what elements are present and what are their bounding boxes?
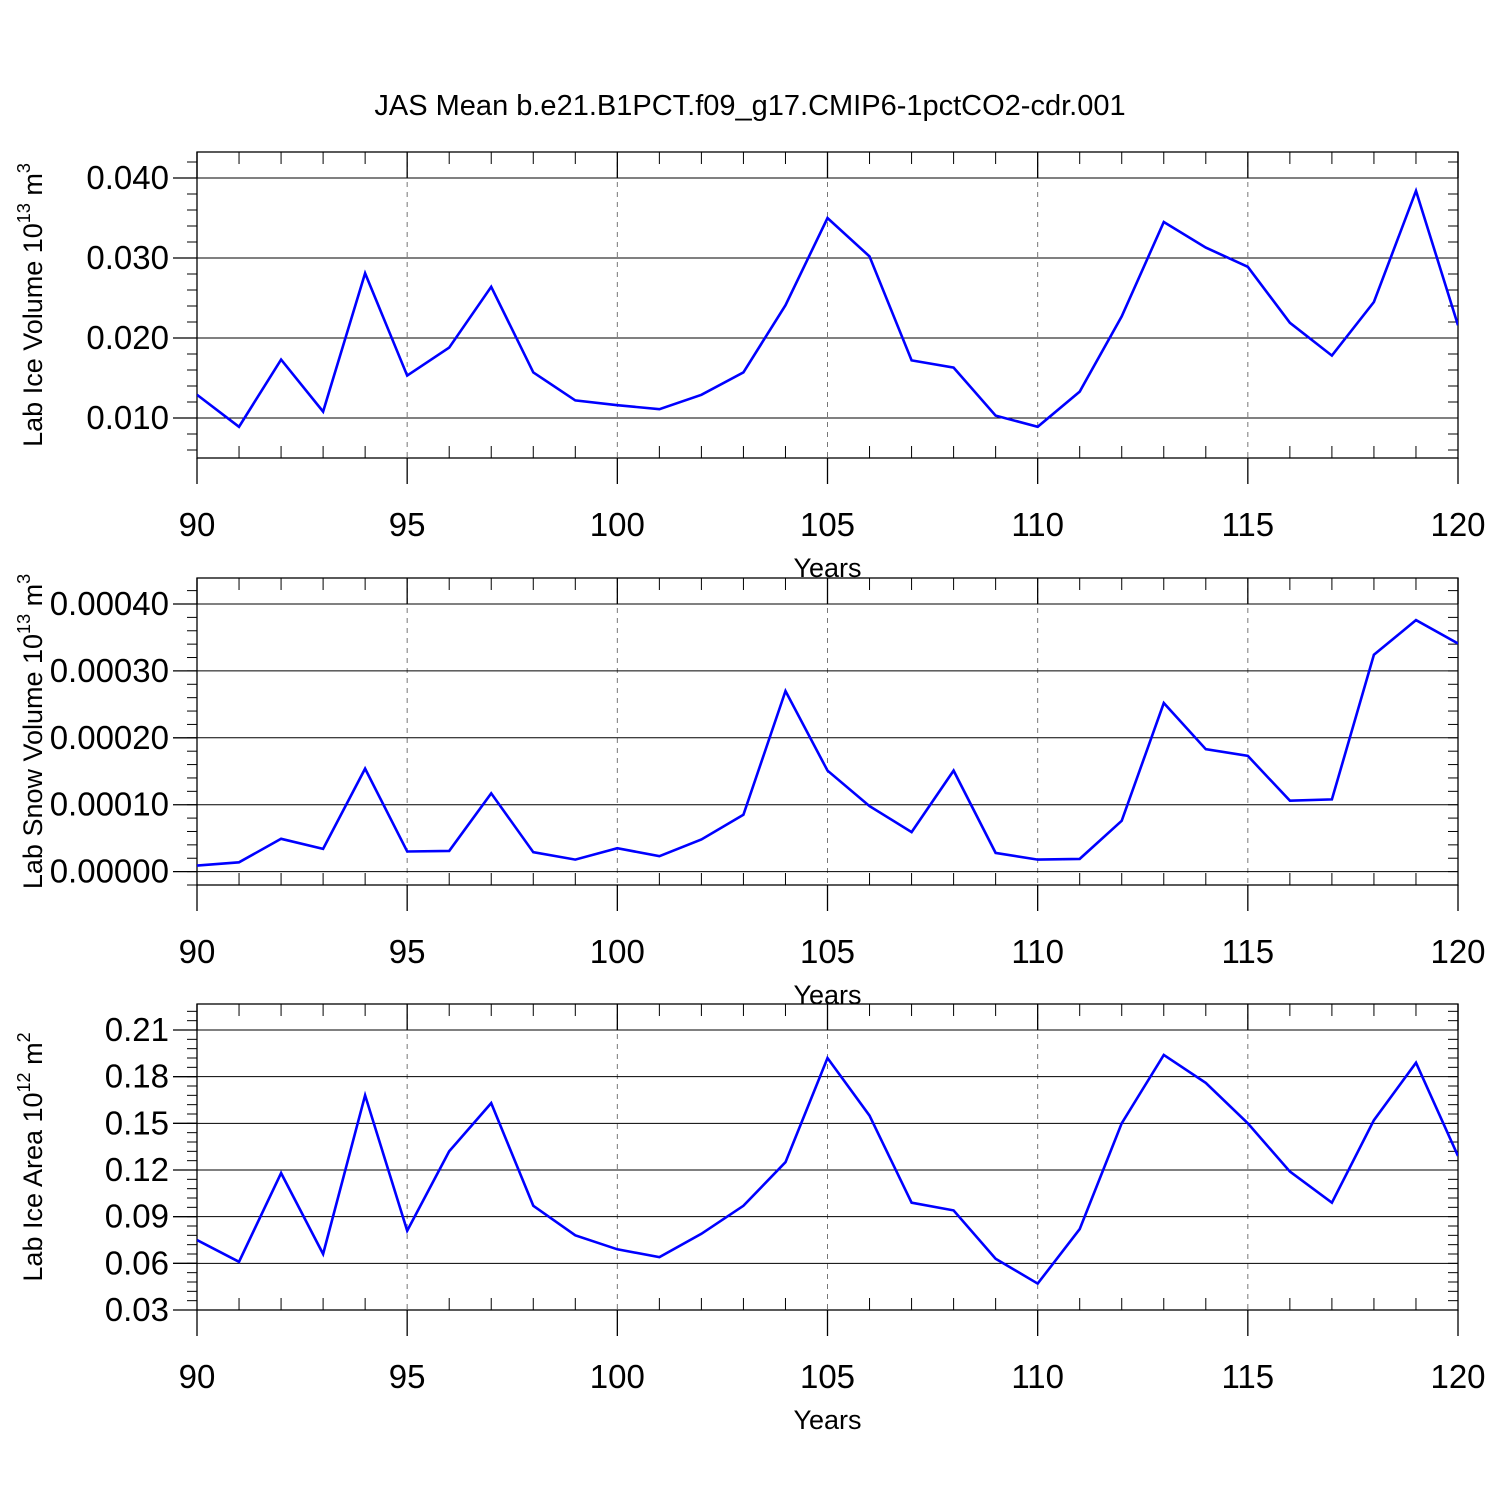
x-tick-label-snow-volume-120: 120 (1430, 933, 1485, 970)
y-axis-label-ice-area: Lab Ice Area 1012 m2 (14, 1032, 48, 1281)
x-tick-label-ice-volume-105: 105 (800, 506, 855, 543)
x-tick-label-snow-volume-110: 110 (1011, 933, 1064, 970)
x-tick-label-snow-volume-90: 90 (179, 933, 216, 970)
x-axis-label-ice-area: Years (793, 1405, 861, 1435)
x-tick-label-snow-volume-115: 115 (1222, 933, 1275, 970)
x-tick-label-ice-area-120: 120 (1430, 1358, 1485, 1395)
data-series-line-snow-volume (197, 618, 1458, 867)
x-tick-label-ice-volume-110: 110 (1011, 506, 1064, 543)
x-tick-label-snow-volume-100: 100 (590, 933, 645, 970)
x-tick-label-ice-volume-95: 95 (389, 506, 426, 543)
chart-title: JAS Mean b.e21.B1PCT.f09_g17.CMIP6-1pctC… (374, 90, 1125, 122)
x-tick-label-ice-volume-90: 90 (179, 506, 216, 543)
y-tick-label-ice-area-5: 0.18 (105, 1058, 169, 1095)
x-tick-label-ice-area-115: 115 (1222, 1358, 1275, 1395)
data-series-line-ice-volume (197, 186, 1458, 429)
y-tick-label-ice-volume-1: 0.020 (86, 319, 169, 356)
y-tick-label-snow-volume-2: 0.00020 (50, 719, 169, 756)
panel-ice-area: 0.03 0.06 0.09 0.12 0.15 0.18 0.21 90 95 100 105 11… (14, 1003, 1486, 1435)
y-tick-label-ice-area-2: 0.09 (105, 1198, 169, 1235)
y-tick-label-ice-area-0: 0.03 (105, 1291, 169, 1328)
y-tick-label-ice-area-6: 0.21 (105, 1011, 169, 1048)
x-tick-label-ice-area-90: 90 (179, 1358, 216, 1395)
y-axis-label-snow-volume: Lab Snow Volume 1013 m3 (14, 574, 48, 889)
panel-snow-volume: 0.00000 0.00010 0.00020 0.00030 0.00040 90 95 1… (14, 574, 1486, 1010)
y-tick-label-ice-area-1: 0.06 (105, 1244, 169, 1281)
x-tick-label-ice-area-105: 105 (800, 1358, 855, 1395)
y-tick-label-snow-volume-4: 0.00040 (50, 585, 169, 622)
y-tick-label-ice-area-4: 0.15 (105, 1104, 169, 1141)
x-tick-label-ice-area-110: 110 (1011, 1358, 1064, 1395)
x-tick-label-ice-area-95: 95 (389, 1358, 426, 1395)
x-tick-label-snow-volume-105: 105 (800, 933, 855, 970)
y-tick-label-snow-volume-0: 0.00000 (50, 853, 169, 890)
y-axis-label-ice-volume: Lab Ice Volume 1013 m3 (14, 163, 48, 447)
y-tick-label-ice-volume-2: 0.030 (86, 239, 169, 276)
y-tick-label-snow-volume-1: 0.00010 (50, 786, 169, 823)
x-tick-label-ice-area-100: 100 (590, 1358, 645, 1395)
y-tick-label-ice-volume-0: 0.010 (86, 399, 169, 436)
x-tick-label-ice-volume-115: 115 (1222, 506, 1275, 543)
y-tick-label-ice-area-3: 0.12 (105, 1151, 169, 1188)
y-tick-label-snow-volume-3: 0.00030 (50, 652, 169, 689)
x-tick-label-ice-volume-120: 120 (1430, 506, 1485, 543)
x-tick-label-ice-volume-100: 100 (590, 506, 645, 543)
y-tick-label-ice-volume-3: 0.040 (86, 159, 169, 196)
data-series-line-ice-area (197, 1053, 1458, 1286)
x-tick-label-snow-volume-95: 95 (389, 933, 426, 970)
